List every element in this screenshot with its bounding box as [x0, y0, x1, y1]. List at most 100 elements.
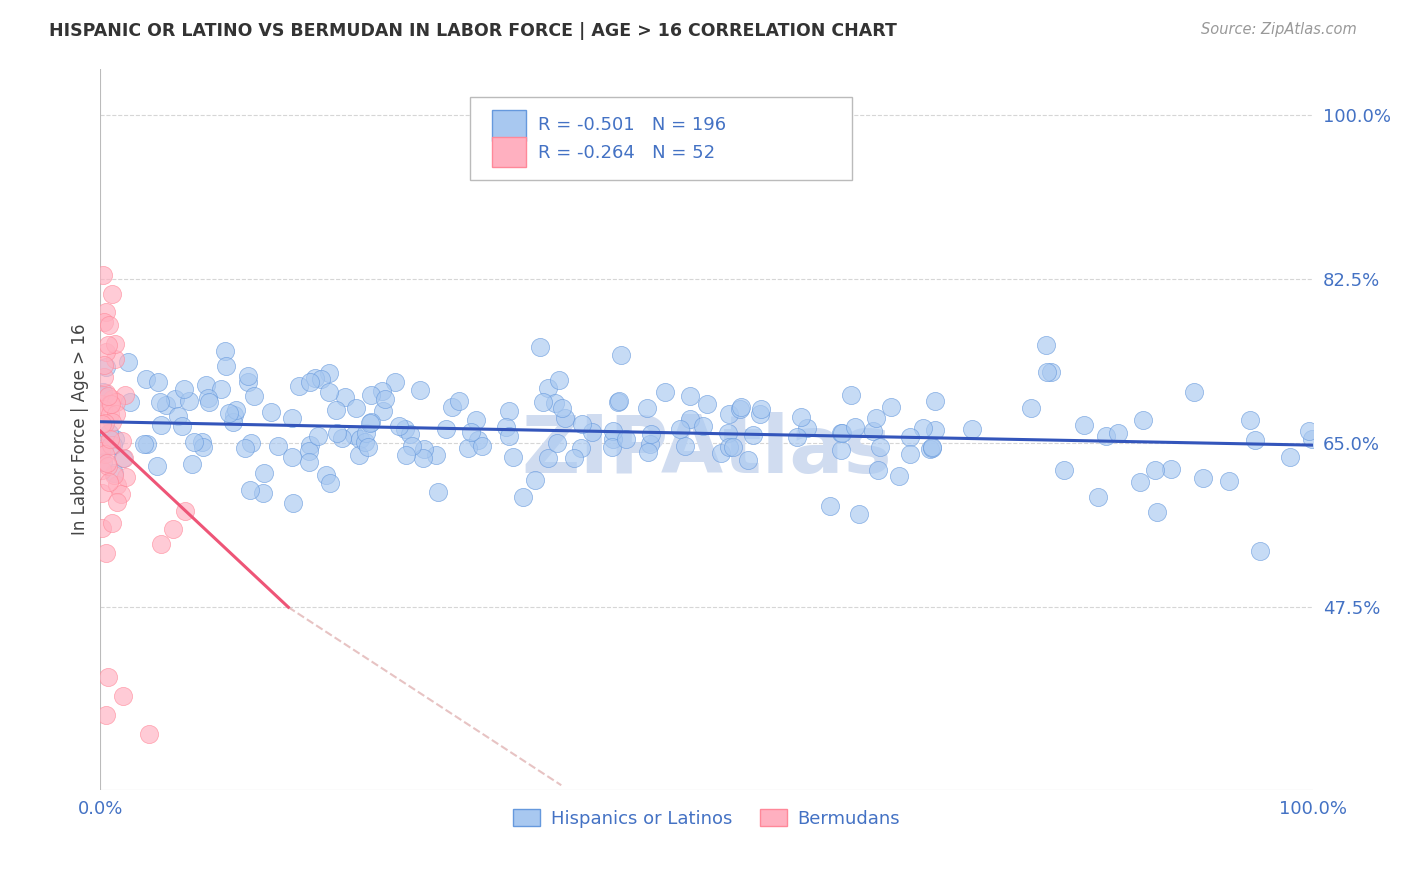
Point	[1053, 462, 1076, 476]
Point	[281, 450, 304, 464]
Point	[145, 458, 167, 473]
Point	[98, 318, 121, 332]
Point	[197, 391, 219, 405]
Text: R = -0.264   N = 52: R = -0.264 N = 52	[538, 144, 716, 162]
Point	[104, 433, 127, 447]
Point	[447, 394, 470, 409]
Point	[173, 382, 195, 396]
Point	[105, 394, 128, 409]
Point	[138, 727, 160, 741]
Point	[654, 385, 676, 400]
Point	[1107, 425, 1129, 440]
Point	[1192, 471, 1215, 485]
Point	[297, 455, 319, 469]
Point	[562, 450, 585, 465]
Point	[1160, 462, 1182, 476]
Point	[103, 467, 125, 482]
Point	[607, 393, 630, 408]
Point	[1087, 490, 1109, 504]
Point	[166, 409, 188, 423]
Point	[1239, 413, 1261, 427]
Point	[100, 397, 122, 411]
Point	[90, 444, 112, 458]
Point	[287, 378, 309, 392]
Point	[524, 474, 547, 488]
Point	[91, 463, 114, 477]
Point	[94, 546, 117, 560]
Point	[1039, 365, 1062, 379]
Y-axis label: In Labor Force | Age > 16: In Labor Force | Age > 16	[72, 324, 89, 535]
Point	[281, 496, 304, 510]
Point	[94, 305, 117, 319]
Point	[1129, 475, 1152, 489]
Point	[96, 708, 118, 723]
Point	[457, 441, 479, 455]
Point	[97, 671, 120, 685]
Point	[170, 419, 193, 434]
Point	[679, 411, 702, 425]
Point	[581, 425, 603, 440]
Point	[191, 434, 214, 449]
Point	[865, 411, 887, 425]
Point	[1146, 505, 1168, 519]
Point	[1301, 432, 1323, 446]
Point	[267, 438, 290, 452]
Point	[749, 402, 772, 417]
Point	[214, 344, 236, 359]
Point	[174, 503, 197, 517]
Point	[471, 439, 494, 453]
Point	[111, 434, 134, 449]
Point	[344, 401, 367, 415]
Point	[239, 483, 262, 497]
Point	[93, 370, 115, 384]
Point	[114, 388, 136, 402]
Point	[298, 375, 321, 389]
Point	[360, 415, 382, 429]
Point	[146, 376, 169, 390]
Point	[1279, 450, 1302, 465]
Point	[101, 438, 124, 452]
Point	[354, 434, 377, 449]
Point	[502, 450, 524, 464]
Point	[218, 406, 240, 420]
Point	[730, 400, 752, 414]
Point	[384, 375, 406, 389]
Point	[120, 394, 142, 409]
Point	[239, 435, 262, 450]
Legend: Hispanics or Latinos, Bermudans: Hispanics or Latinos, Bermudans	[506, 802, 907, 835]
Point	[222, 408, 245, 422]
Point	[426, 484, 449, 499]
Point	[749, 407, 772, 421]
Point	[94, 416, 117, 430]
Point	[609, 348, 631, 362]
Point	[498, 429, 520, 443]
Point	[531, 394, 554, 409]
Point	[1019, 401, 1042, 415]
Point	[371, 404, 394, 418]
Point	[830, 425, 852, 440]
Point	[98, 475, 121, 489]
Point	[395, 448, 418, 462]
Point	[211, 382, 233, 396]
Point	[104, 337, 127, 351]
Point	[730, 402, 752, 417]
Point	[1298, 424, 1320, 438]
Point	[962, 421, 984, 435]
Point	[135, 372, 157, 386]
Point	[96, 456, 118, 470]
Point	[97, 459, 120, 474]
Point	[105, 478, 128, 492]
Point	[637, 444, 659, 458]
Point	[215, 359, 238, 373]
Point	[91, 455, 114, 469]
Point	[529, 341, 551, 355]
FancyBboxPatch shape	[492, 137, 526, 168]
Point	[898, 447, 921, 461]
Point	[679, 389, 702, 403]
Point	[790, 409, 813, 424]
Point	[498, 404, 520, 418]
Point	[150, 417, 173, 432]
FancyBboxPatch shape	[470, 97, 852, 180]
Point	[111, 690, 134, 704]
Point	[467, 433, 489, 447]
